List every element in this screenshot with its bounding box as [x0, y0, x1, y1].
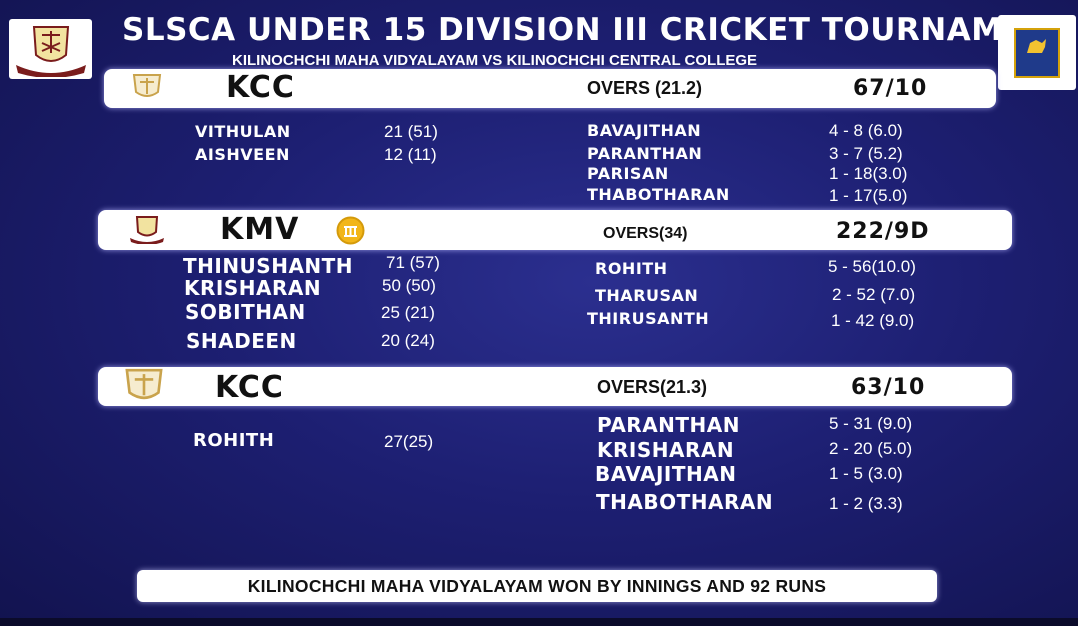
team-score: 63/10: [851, 375, 926, 400]
batsman-score: 12 (11): [384, 145, 437, 164]
bowler-figures: 1 - 42 (9.0): [831, 311, 915, 330]
bowler-name: THABOTHARAN: [596, 490, 774, 514]
batsman-score: 50 (50): [382, 276, 436, 295]
batsman-score: 20 (24): [381, 331, 435, 350]
bowler-name: THABOTHARAN: [587, 185, 730, 204]
sri-lanka-cricket-logo: [998, 15, 1076, 90]
bowler-figures: 4 - 8 (6.0): [829, 121, 903, 140]
bowler-name: PARISAN: [587, 164, 669, 183]
team-name: KCC: [226, 70, 295, 105]
bowler-figures: 3 - 7 (5.2): [829, 144, 903, 163]
bowler-figures: 2 - 20 (5.0): [829, 439, 913, 458]
innings-3-bar: [98, 367, 1012, 406]
team-score: 222/9D: [836, 219, 930, 244]
bowler-figures: 5 - 31 (9.0): [829, 414, 913, 433]
innings-1-bar: [104, 69, 996, 108]
school-crest-icon: [15, 26, 86, 77]
batsman-name: AISHVEEN: [195, 145, 290, 164]
overs-label: OVERS(21.3): [597, 377, 708, 397]
kmv-crest-icon: [130, 216, 164, 244]
bowler-name: THARUSAN: [595, 286, 699, 305]
bowler-figures: 1 - 17(5.0): [829, 186, 908, 205]
bottom-strip: [0, 618, 1078, 626]
batsman-name: VITHULAN: [195, 122, 291, 141]
kcc-crest-icon: [132, 74, 162, 97]
overs-label: OVERS(34): [603, 225, 688, 242]
bowler-name: ROHITH: [595, 259, 668, 278]
team-name: KMV: [220, 212, 300, 247]
match-result: KILINOCHCHI MAHA VIDYALAYAM WON BY INNIN…: [137, 570, 937, 602]
batsman-name: SOBITHAN: [185, 300, 306, 324]
batsman-name: KRISHARAN: [184, 276, 322, 300]
bowler-figures: 1 - 2 (3.3): [829, 494, 903, 513]
batsman-score: 25 (21): [381, 303, 435, 322]
team-score: 67/10: [853, 76, 928, 101]
bowler-name: THIRUSANTH: [587, 309, 710, 328]
bowler-figures: 5 - 56(10.0): [828, 257, 916, 276]
batsman-name: ROHITH: [193, 430, 275, 451]
batsman-score: 27(25): [384, 432, 434, 451]
page-title: SLSCA UNDER 15 DIVISION III CRICKET TOUR…: [122, 12, 1073, 48]
bowler-name: BAVAJITHAN: [587, 121, 702, 140]
bowler-name: PARANTHAN: [597, 413, 741, 437]
innings-2-bar: [98, 210, 1012, 250]
bowler-name: BAVAJITHAN: [595, 462, 737, 486]
bowler-name: PARANTHAN: [587, 144, 703, 163]
overs-label: OVERS (21.2): [587, 78, 703, 98]
batsman-name: THINUSHANTH: [183, 254, 354, 278]
lion-icon: [1014, 27, 1060, 78]
bowler-name: KRISHARAN: [597, 438, 735, 462]
batsman-score: 21 (51): [384, 122, 438, 141]
match-subtitle: KILINOCHCHI MAHA VIDYALAYAM VS KILINOCHC…: [232, 52, 758, 69]
kcc-crest-icon: [125, 368, 163, 400]
team-name: KCC: [215, 370, 284, 405]
bowler-figures: 2 - 52 (7.0): [832, 285, 916, 304]
bowler-figures: 1 - 18(3.0): [829, 164, 908, 183]
kmv-school-logo: [9, 19, 92, 79]
batsman-score: 71 (57): [386, 253, 440, 272]
batsman-name: SHADEEN: [186, 329, 297, 353]
bowler-figures: 1 - 5 (3.0): [829, 464, 903, 483]
coin-toss-icon: [336, 216, 365, 245]
